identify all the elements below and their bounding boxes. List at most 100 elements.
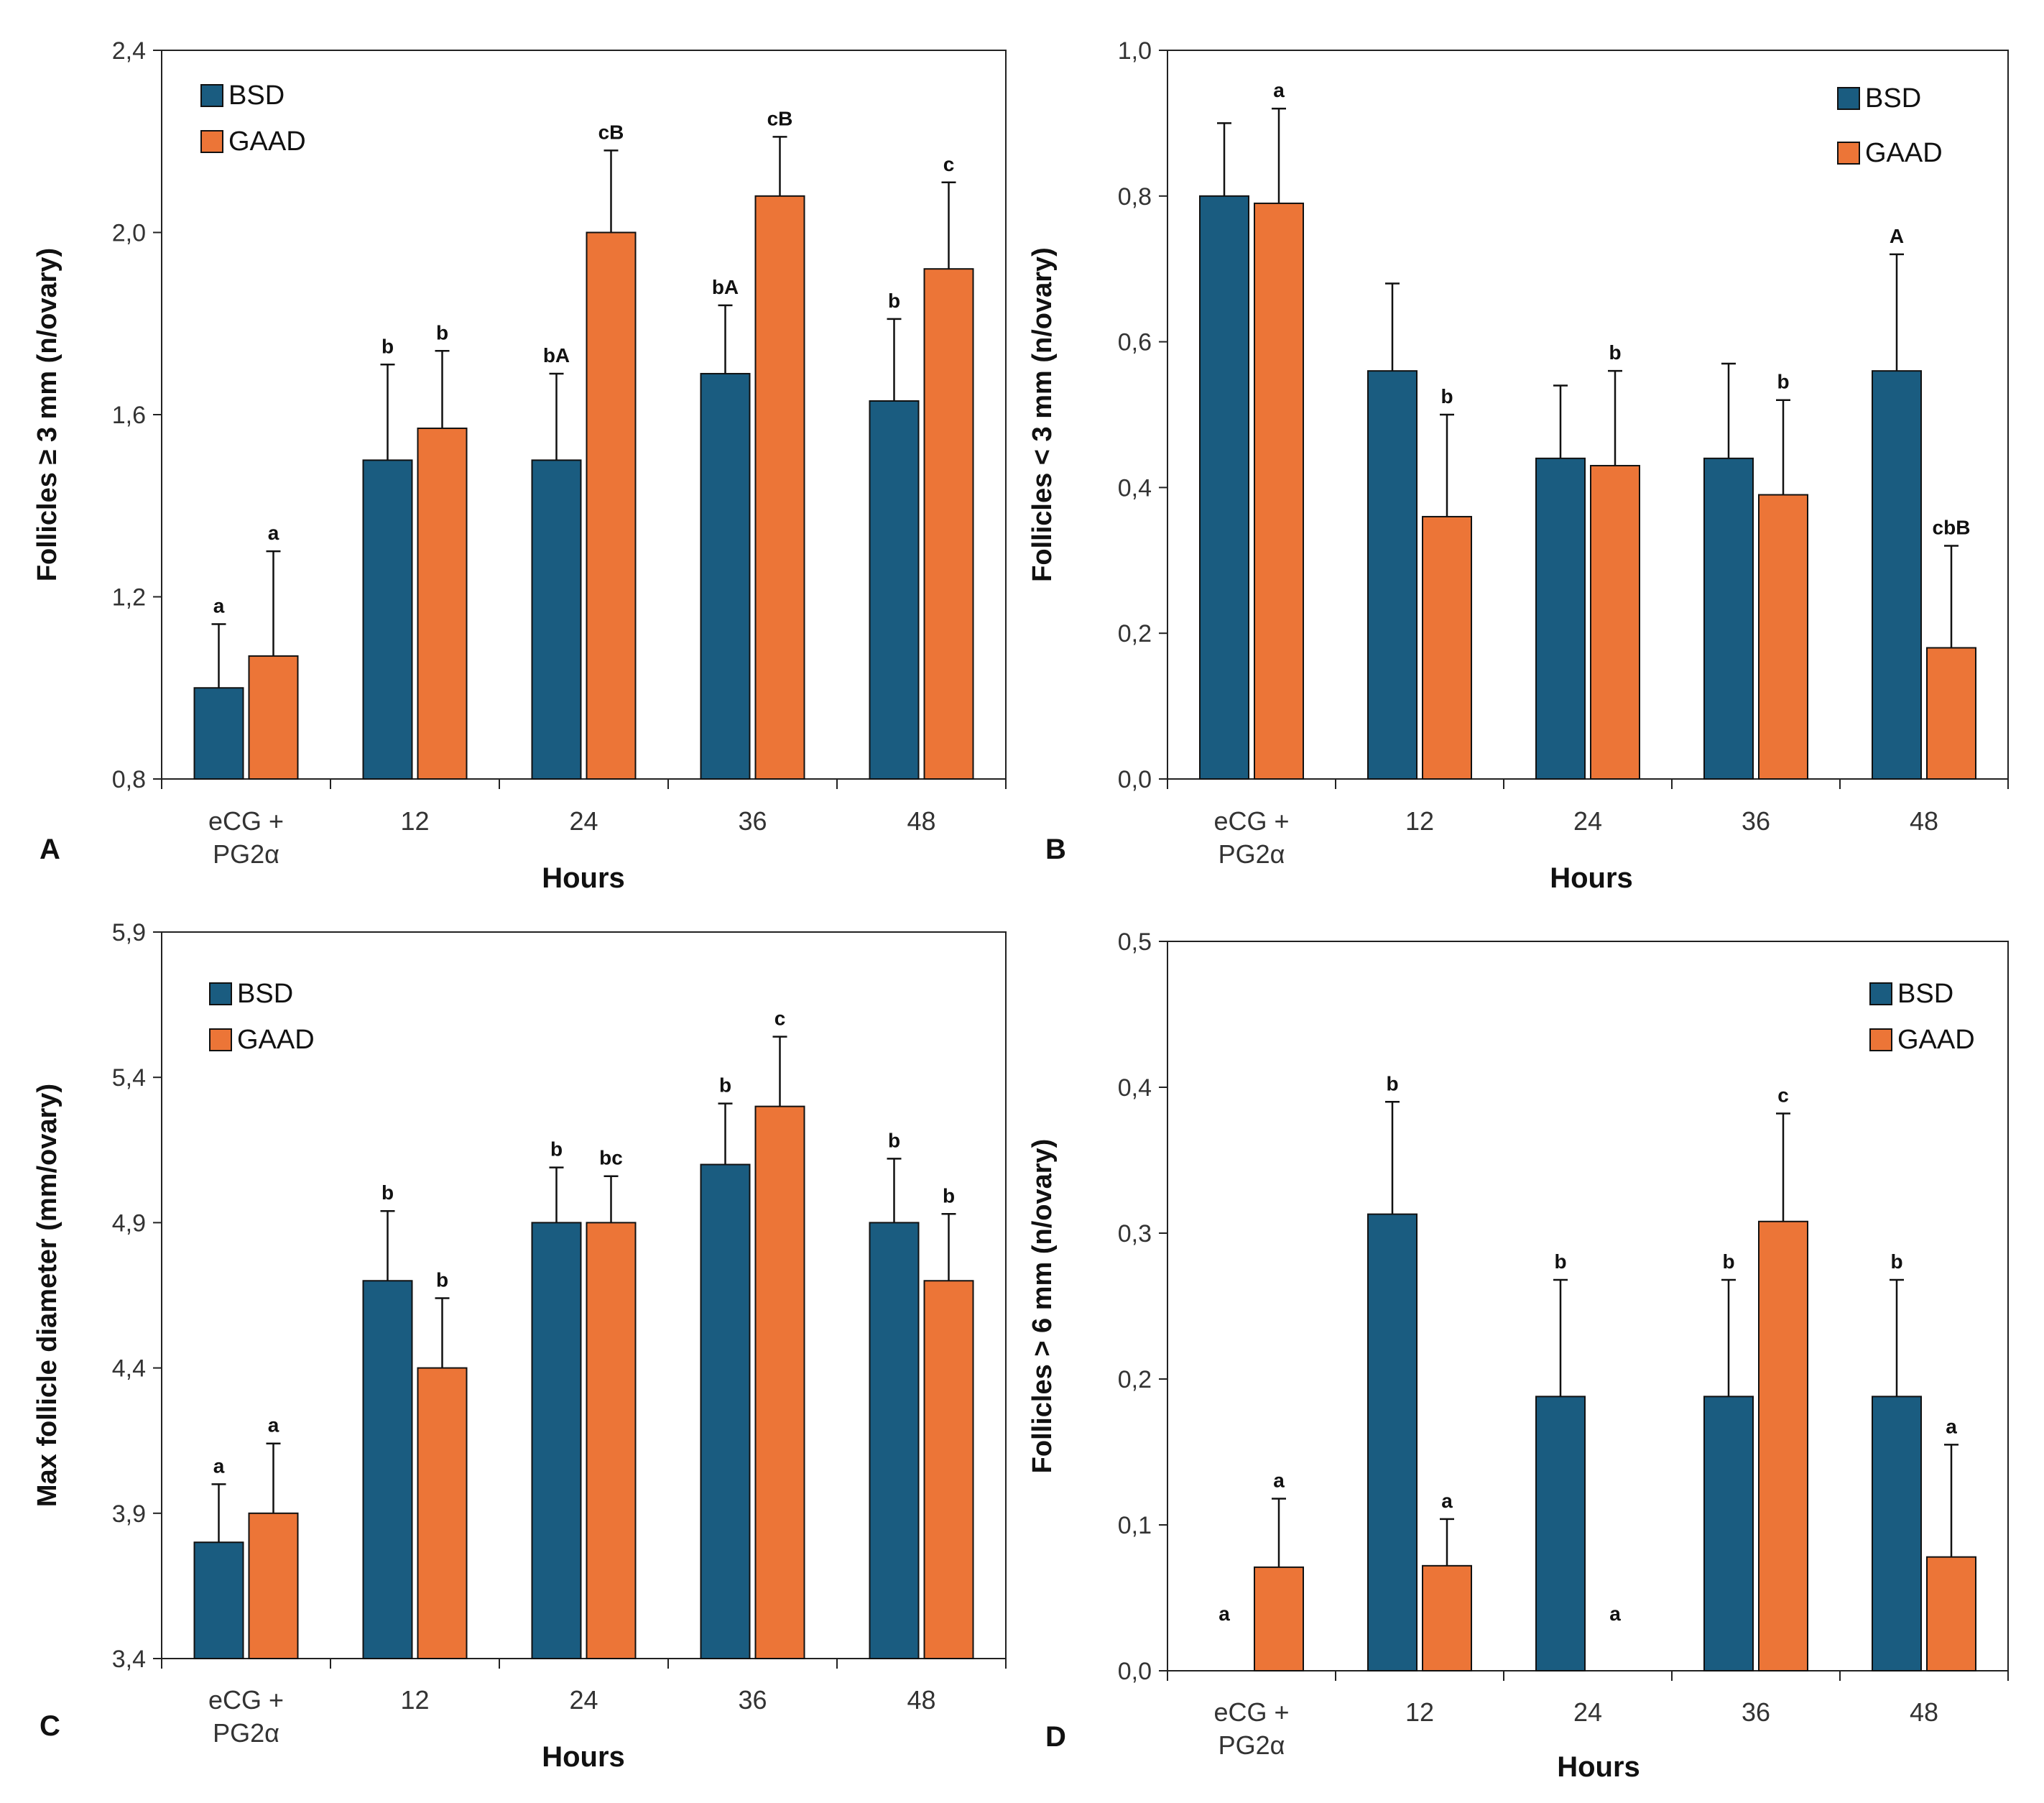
y-tick-label: 0,0 (1118, 1658, 1152, 1685)
x-category-label: eCG + PG2α (208, 806, 284, 869)
significance-label: b (888, 290, 900, 312)
bar-gaad (248, 1512, 299, 1660)
x-category-label-line: eCG + (1213, 1697, 1289, 1727)
bar-bsd (193, 1541, 244, 1659)
x-category-label-line: 12 (1405, 1697, 1434, 1727)
y-axis-title: Follicles ≥ 3 mm (n/ovary) (32, 248, 63, 581)
x-axis-title: Hours (542, 1741, 625, 1773)
x-category-label: 24 (569, 1685, 598, 1715)
x-category-label: 12 (1405, 806, 1434, 836)
x-category-label-line: 48 (907, 806, 935, 836)
x-axis-title: Hours (542, 862, 625, 894)
bar-bsd (531, 1222, 582, 1659)
bar-bsd (1872, 1396, 1922, 1671)
legend-swatch-gaad (1869, 1028, 1892, 1051)
x-category-label-line: 48 (1910, 806, 1938, 836)
panel-label: D (1045, 1721, 1066, 1753)
bar-bsd (700, 1163, 751, 1659)
significance-label: A (1890, 225, 1904, 247)
y-axis-title: Follicles < 3 mm (n/ovary) (1027, 247, 1058, 582)
x-category-label: eCG + PG2α (1213, 806, 1289, 869)
bar-gaad (1758, 1220, 1808, 1671)
legend-swatch-gaad (209, 1028, 232, 1051)
significance-label: c (943, 153, 955, 175)
significance-label: a (1946, 1415, 1957, 1437)
chart-panel-b: 0,0 0,2 0,4 0,6 0,8 1,0 eCG + PG2α 12 24 36 48 a b b b A… (1027, 37, 2009, 894)
bar-gaad (586, 231, 637, 780)
x-category-label-line: 36 (738, 806, 767, 836)
significance-label: a (1609, 1603, 1621, 1625)
bar-bsd (700, 372, 751, 780)
panel-label: C (40, 1710, 60, 1742)
bar-bsd (1367, 1213, 1418, 1671)
significance-label: c (1777, 1084, 1789, 1107)
bar-gaad (417, 428, 468, 780)
bar-bsd (362, 459, 413, 780)
x-axis-title: Hours (1550, 862, 1633, 894)
significance-label: bc (599, 1147, 623, 1169)
x-category-label-line: 12 (1405, 806, 1434, 836)
x-category-label-line: PG2α (1218, 839, 1285, 869)
x-category-label: 48 (1910, 806, 1938, 836)
x-category-label-line: eCG + (1213, 806, 1289, 836)
bar-gaad (754, 1105, 805, 1659)
x-category-label-line: 24 (1573, 1697, 1602, 1727)
significance-label: cB (598, 121, 624, 143)
legend-swatch-gaad (200, 130, 223, 153)
x-category-label-line: 48 (907, 1685, 935, 1715)
legend-label-bsd: BSD (1897, 979, 1953, 1009)
bar-gaad (1254, 202, 1304, 780)
x-category-label-line: 24 (1573, 806, 1602, 836)
bar-gaad (1926, 647, 1976, 780)
x-axis-title: Hours (1557, 1751, 1640, 1783)
x-category-label: eCG + PG2α (208, 1685, 284, 1748)
y-tick-label: 0,3 (1118, 1220, 1152, 1248)
significance-label: a (1441, 1490, 1453, 1512)
significance-label: a (213, 595, 225, 617)
significance-label: b (436, 1269, 448, 1291)
legend-label-bsd: BSD (228, 80, 285, 111)
legend-label-gaad: GAAD (228, 126, 306, 157)
significance-label: a (1218, 1603, 1230, 1625)
y-tick-label: 2,4 (112, 37, 146, 65)
x-category-label-line: PG2α (213, 1718, 279, 1748)
legend-label-gaad: GAAD (1897, 1025, 1975, 1055)
y-tick-label: 0,1 (1118, 1512, 1152, 1539)
legend-swatch-bsd (1869, 982, 1892, 1005)
y-tick-label: 1,6 (112, 402, 146, 429)
x-category-label-line: 36 (1742, 1697, 1770, 1727)
significance-label: cB (767, 107, 793, 129)
significance-label: b (1440, 385, 1453, 407)
legend-swatch-bsd (209, 982, 232, 1005)
bar-bsd (1703, 1396, 1754, 1671)
bar-gaad (248, 655, 299, 780)
x-category-label: 36 (1742, 806, 1770, 836)
significance-label: b (550, 1138, 563, 1161)
y-tick-label: 0,8 (112, 766, 146, 793)
significance-label: b (1554, 1250, 1566, 1273)
x-category-label-line: 24 (569, 1685, 598, 1715)
y-tick-label: 0,2 (1118, 1366, 1152, 1393)
bar-gaad (923, 1280, 974, 1659)
significance-label: b (436, 321, 448, 343)
bar-bsd (193, 687, 244, 780)
x-category-label-line: PG2α (213, 839, 279, 869)
legend-swatch-gaad (1837, 142, 1860, 165)
significance-label: b (719, 1074, 731, 1097)
significance-label: a (213, 1454, 225, 1477)
bar-gaad (1422, 515, 1472, 780)
x-category-label: 24 (569, 806, 598, 836)
y-tick-label: 0,5 (1118, 928, 1152, 956)
significance-label: a (1273, 1469, 1285, 1491)
y-tick-label: 5,4 (112, 1064, 146, 1092)
x-category-label: 12 (1405, 1697, 1434, 1727)
significance-label: b (943, 1184, 955, 1207)
legend-label-bsd: BSD (237, 979, 293, 1009)
y-tick-label: 0,6 (1118, 329, 1152, 356)
y-tick-label: 5,9 (112, 919, 146, 946)
bar-bsd (531, 459, 582, 780)
significance-label: b (381, 335, 394, 357)
legend-label-gaad: GAAD (1865, 138, 1943, 168)
x-category-label: 12 (400, 806, 429, 836)
plot-frame (1167, 50, 2009, 780)
